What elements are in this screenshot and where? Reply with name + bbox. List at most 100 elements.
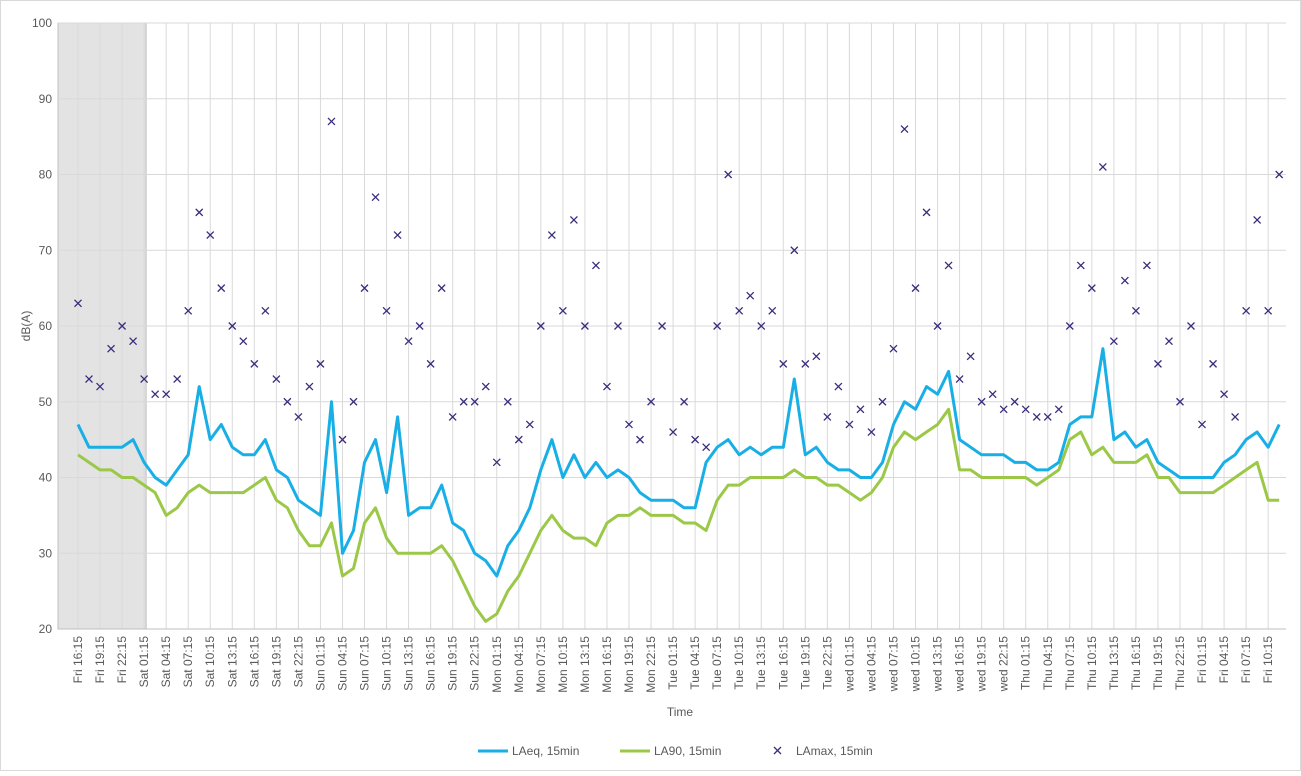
x-tick-label: Fri 16:15 <box>71 636 85 684</box>
x-marker <box>162 390 171 399</box>
x-marker <box>371 193 380 202</box>
x-tick-label: wed 19:15 <box>975 636 989 693</box>
x-tick-label: wed 04:15 <box>864 636 878 693</box>
x-tick-label: Mon 16:15 <box>600 636 614 693</box>
x-marker <box>834 382 843 391</box>
x-marker <box>900 125 909 134</box>
x-marker <box>74 299 82 308</box>
x-tick-label: Thu 13:15 <box>1107 636 1121 690</box>
x-marker <box>1176 397 1184 406</box>
x-marker <box>801 359 810 368</box>
x-marker <box>140 375 149 383</box>
x-marker <box>514 435 523 444</box>
x-marker <box>702 443 711 452</box>
x-marker <box>999 405 1008 414</box>
x-marker <box>217 284 226 293</box>
x-tick-label: Fri 22:15 <box>115 636 129 684</box>
x-marker <box>1187 322 1195 330</box>
x-tick-label: Sat 07:15 <box>181 636 195 688</box>
x-marker <box>1076 261 1085 270</box>
x-marker <box>845 420 854 429</box>
x-marker <box>272 375 281 383</box>
x-tick-label: Thu 01:15 <box>1019 636 1033 690</box>
x-tick-label: wed 01:15 <box>842 636 856 693</box>
y-tick-label: 70 <box>39 243 53 257</box>
x-marker <box>1142 261 1151 270</box>
x-tick-label: wed 07:15 <box>886 636 900 693</box>
x-tick-label: Thu 04:15 <box>1041 636 1055 690</box>
y-tick-label: 50 <box>39 395 53 409</box>
x-tick-label: Mon 01:15 <box>490 636 504 693</box>
y-tick-label: 20 <box>39 622 53 636</box>
x-marker <box>911 284 920 293</box>
x-tick-label: Mon 04:15 <box>512 636 526 693</box>
x-marker <box>1209 359 1218 368</box>
x-marker <box>746 291 755 300</box>
y-tick-label: 60 <box>39 319 53 333</box>
x-marker <box>393 231 402 240</box>
x-tick-label: Tue 19:15 <box>798 636 812 690</box>
x-marker <box>151 390 160 399</box>
x-marker <box>415 322 424 330</box>
x-marker <box>129 337 138 346</box>
x-axis-title: Time <box>667 705 694 719</box>
x-marker <box>614 322 622 330</box>
x-marker <box>1220 390 1229 399</box>
x-tick-label: wed 16:15 <box>953 636 967 693</box>
x-marker <box>118 322 127 330</box>
x-marker <box>294 412 303 421</box>
x-marker <box>382 306 391 315</box>
x-marker <box>1032 412 1041 421</box>
x-marker <box>261 306 270 315</box>
x-tick-label: Thu 19:15 <box>1151 636 1165 690</box>
x-tick-label: Sat 19:15 <box>269 636 283 688</box>
x-tick-label: Sat 22:15 <box>291 636 305 688</box>
x-marker <box>338 435 347 444</box>
x-tick-label: Mon 13:15 <box>578 636 592 693</box>
x-marker <box>1065 322 1074 330</box>
x-marker <box>558 306 567 315</box>
x-tick-label: Sun 19:15 <box>446 636 460 691</box>
x-marker <box>250 359 259 368</box>
x-tick-label: Mon 19:15 <box>622 636 636 693</box>
x-marker <box>680 397 689 406</box>
x-marker <box>658 322 667 330</box>
x-marker <box>492 458 501 467</box>
x-marker <box>1165 337 1173 346</box>
x-tick-label: Tue 04:15 <box>688 636 702 690</box>
legend-label: LAmax, 15min <box>796 744 873 758</box>
x-marker <box>305 382 314 391</box>
x-tick-label: Tue 22:15 <box>820 636 834 690</box>
x-marker <box>1043 412 1052 421</box>
x-tick-label: Sun 22:15 <box>468 636 482 691</box>
x-marker <box>944 261 953 270</box>
x-marker <box>481 382 490 391</box>
x-tick-label: Sun 10:15 <box>380 636 394 691</box>
x-tick-label: Sun 04:15 <box>335 636 349 691</box>
x-marker <box>503 397 512 406</box>
x-tick-label: Tue 10:15 <box>732 636 746 690</box>
x-marker <box>812 352 821 361</box>
x-tick-label: Sat 10:15 <box>203 636 217 688</box>
x-tick-label: Fri 10:15 <box>1261 636 1275 684</box>
x-tick-label: Sun 07:15 <box>358 636 372 691</box>
legend-marker <box>773 746 782 755</box>
x-tick-label: Tue 16:15 <box>776 636 790 690</box>
x-tick-label: wed 13:15 <box>931 636 945 693</box>
x-marker <box>955 375 964 383</box>
y-axis-title: dB(A) <box>19 311 33 342</box>
x-marker <box>1231 412 1240 421</box>
x-marker <box>525 420 534 429</box>
x-marker <box>1109 337 1118 346</box>
x-marker <box>669 428 678 437</box>
x-marker <box>184 306 193 315</box>
x-tick-label: Sat 01:15 <box>137 636 151 688</box>
x-marker <box>1021 405 1030 414</box>
legend-label: LA90, 15min <box>654 744 721 758</box>
x-marker <box>85 375 93 383</box>
x-tick-label: Mon 22:15 <box>644 636 658 693</box>
x-marker <box>966 352 975 361</box>
x-tick-label: Thu 16:15 <box>1129 636 1143 690</box>
x-tick-label: Tue 07:15 <box>710 636 724 690</box>
